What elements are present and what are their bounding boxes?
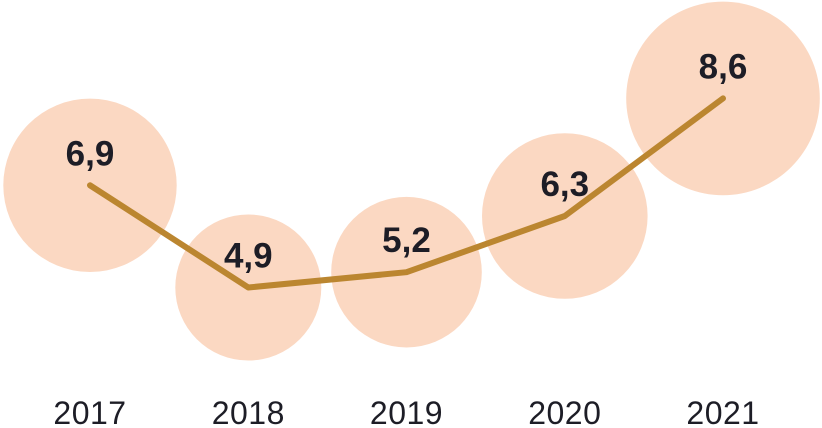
value-label-2018: 4,9: [224, 237, 273, 276]
x-axis-label-2018: 2018: [212, 395, 285, 428]
value-label-2019: 5,2: [382, 221, 431, 260]
x-axis-label-2021: 2021: [686, 395, 759, 428]
value-label-2020: 6,3: [540, 165, 589, 204]
x-axis-label-2017: 2017: [53, 395, 126, 428]
x-axis-label-2019: 2019: [370, 395, 443, 428]
bubble-layer: [3, 1, 820, 361]
value-label-layer: 6,9 4,9 5,2 6,3 8,6: [66, 47, 748, 275]
value-label-2021: 8,6: [699, 47, 748, 86]
x-axis-layer: 2017 2018 2019 2020 2021: [53, 395, 759, 428]
line-layer: [87, 95, 726, 291]
trend-line: [87, 95, 726, 291]
x-axis-label-2020: 2020: [528, 395, 601, 428]
value-label-2017: 6,9: [66, 134, 115, 173]
